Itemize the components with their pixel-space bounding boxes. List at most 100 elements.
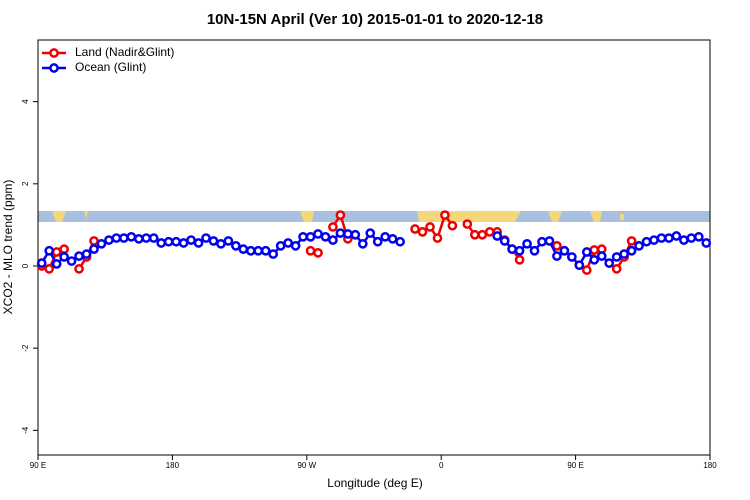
data-point: [387, 234, 398, 244]
data-point: [253, 245, 264, 256]
data-point: [223, 236, 234, 246]
data-point: [44, 264, 55, 274]
data-point: [432, 233, 443, 243]
legend-marker: [49, 63, 59, 73]
data-point: [544, 236, 555, 246]
data-point: [260, 245, 271, 256]
data-point: [141, 233, 152, 243]
data-point: [671, 231, 682, 241]
data-point: [313, 229, 323, 239]
data-point: [59, 244, 69, 254]
data-point: [156, 238, 167, 248]
data-point: [447, 220, 458, 231]
x-tick-label: 90 E: [567, 461, 583, 470]
data-point: [268, 249, 279, 259]
data-point: [305, 231, 316, 242]
data-point: [350, 229, 361, 240]
data-point: [693, 231, 704, 242]
data-point: [290, 241, 301, 251]
data-point: [701, 238, 712, 248]
data-point: [335, 210, 346, 220]
data-point: [193, 238, 204, 248]
data-point: [686, 233, 697, 243]
data-point: [574, 260, 585, 271]
data-point: [469, 229, 480, 240]
data-point: [656, 233, 667, 243]
y-tick-label: 0: [21, 263, 30, 268]
data-point: [649, 235, 659, 245]
data-point: [320, 231, 331, 242]
data-point: [111, 233, 122, 243]
data-point: [395, 236, 405, 247]
data-point: [552, 241, 562, 251]
data-point: [589, 245, 600, 255]
data-point: [626, 245, 637, 256]
legend-label: Land (Nadir&Glint): [75, 45, 174, 59]
data-point: [507, 244, 517, 254]
data-point: [477, 229, 488, 240]
data-point: [634, 241, 644, 251]
data-point: [171, 236, 181, 247]
data-point: [529, 245, 540, 256]
data-point: [148, 233, 159, 243]
data-point: [238, 244, 249, 254]
data-point: [81, 249, 92, 259]
y-axis-label: XCO2 - MLO trend (ppm): [1, 180, 15, 315]
data-point: [619, 249, 629, 259]
data-point: [581, 247, 592, 257]
data-point: [365, 228, 376, 238]
data-point: [641, 236, 652, 247]
y-tick-label: 2: [21, 181, 30, 186]
data-point: [305, 245, 316, 256]
data-point: [664, 233, 674, 243]
plot-frame: [37, 39, 711, 456]
data-point: [626, 236, 637, 246]
y-tick-label: -4: [21, 426, 30, 434]
data-point: [44, 245, 55, 256]
data-point: [581, 265, 592, 275]
data-point: [522, 238, 532, 249]
x-tick-label: 180: [166, 461, 180, 470]
data-point: [275, 241, 286, 251]
data-point: [589, 254, 600, 265]
data-point: [133, 234, 144, 244]
data-point: [96, 238, 107, 249]
data-point: [201, 233, 211, 243]
data-point: [537, 236, 547, 247]
x-tick-label: 0: [439, 461, 444, 470]
data-point: [89, 236, 99, 246]
data-point: [611, 252, 622, 262]
data-point: [186, 235, 196, 245]
y-tick-label: 4: [21, 99, 30, 104]
x-axis-label: Longitude (deg E): [327, 476, 422, 490]
chart-title: 10N-15N April (Ver 10) 2015-01-01 to 202…: [207, 11, 543, 28]
map-strip: [38, 211, 710, 222]
data-point: [74, 251, 84, 261]
data-point: [119, 233, 129, 243]
data-point: [552, 251, 562, 261]
data-point: [298, 231, 308, 242]
data-point: [51, 247, 62, 257]
data-point: [380, 231, 391, 242]
data-point: [425, 222, 435, 232]
data-point: [372, 236, 383, 247]
data-point: [567, 252, 577, 262]
data-point: [178, 238, 189, 248]
data-point: [492, 231, 503, 241]
data-point: [410, 224, 420, 234]
data-point: [679, 235, 689, 245]
data-point: [208, 236, 219, 246]
x-tick-label: 90 E: [30, 461, 46, 470]
data-point: [514, 245, 525, 256]
data-point: [59, 252, 69, 262]
data-point: [36, 258, 47, 268]
data-point: [611, 264, 622, 274]
data-point: [335, 228, 346, 238]
data-point: [328, 222, 338, 232]
data-point: [462, 219, 473, 229]
data-point: [66, 256, 77, 266]
data-point: [559, 245, 570, 256]
data-point: [216, 238, 226, 249]
data-point: [104, 235, 114, 245]
x-tick-label: 90 W: [297, 461, 316, 470]
